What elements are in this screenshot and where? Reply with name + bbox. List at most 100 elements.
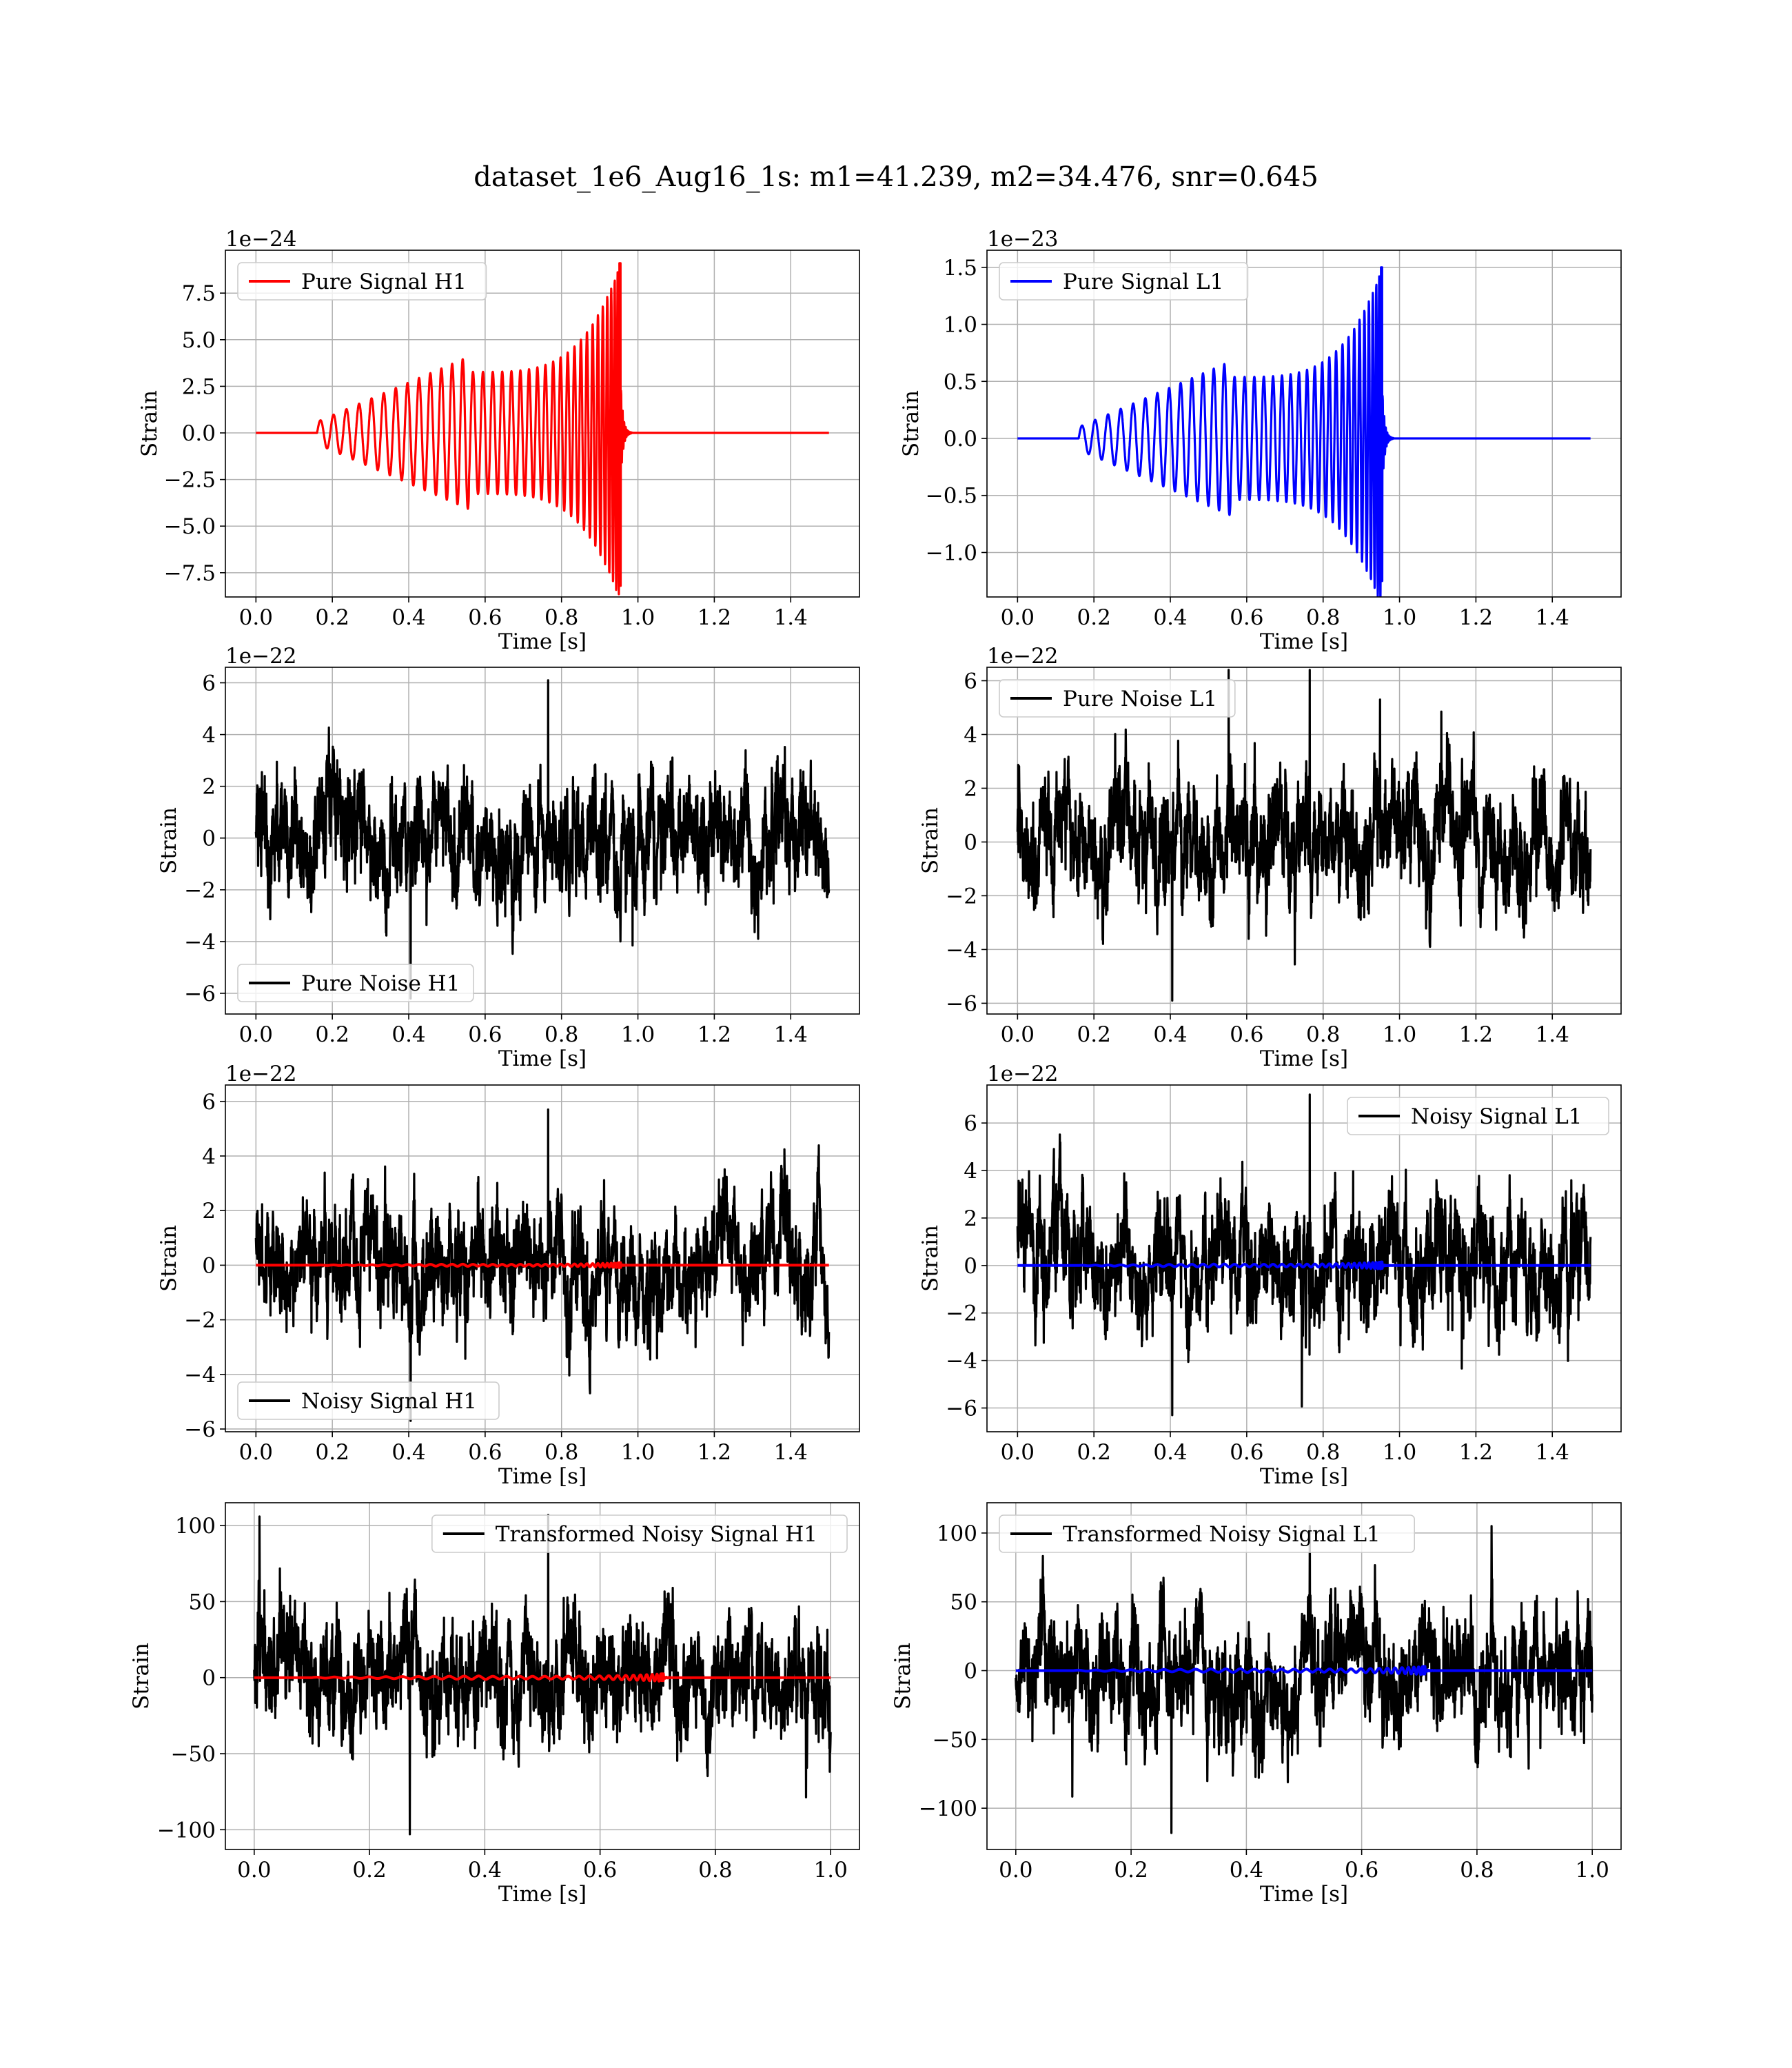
y-tick-label: 100 xyxy=(175,1514,216,1539)
y-tick-label: −1.0 xyxy=(926,540,977,565)
x-tick-label: 0.4 xyxy=(391,605,425,630)
legend-label: Noisy Signal H1 xyxy=(301,1389,477,1414)
y-tick-label: −4 xyxy=(946,937,977,962)
y-tick-label: −2 xyxy=(946,884,977,909)
y-tick-label: 2 xyxy=(964,776,977,801)
offset-text: 1e−22 xyxy=(987,644,1059,669)
x-tick-label: 0.6 xyxy=(1230,1440,1263,1465)
legend-label: Pure Signal H1 xyxy=(301,270,467,294)
series-line-1 xyxy=(253,1672,832,1683)
y-tick-label: 0 xyxy=(964,1254,977,1279)
y-tick-label: 2 xyxy=(202,1199,216,1224)
x-tick-label: 1.2 xyxy=(698,1022,731,1047)
x-axis-label: Time [s] xyxy=(498,1046,587,1071)
y-tick-label: −6 xyxy=(946,991,977,1016)
legend: Transformed Noisy Signal H1 xyxy=(431,1514,848,1553)
y-axis-label: Strain xyxy=(918,807,943,874)
series-line-1 xyxy=(254,1261,831,1269)
y-tick-label: −0.5 xyxy=(926,484,977,509)
y-tick-label: 2 xyxy=(964,1206,977,1231)
series-line-0 xyxy=(1017,266,1591,597)
y-tick-label: 50 xyxy=(189,1590,216,1614)
offset-text: 1e−22 xyxy=(987,1062,1059,1086)
series-line-0 xyxy=(254,1108,831,1422)
x-tick-label: 1.2 xyxy=(698,605,731,630)
legend: Pure Noise H1 xyxy=(237,964,474,1002)
x-tick-label: 0.0 xyxy=(1001,1022,1035,1047)
chart-panel-2: 0.0 0.2 0.4 0.6 0.8 1.0 1.2 1.4 −1.0 −0.5 0.0 0.5 1.… xyxy=(899,227,1622,654)
y-tick-label: −2 xyxy=(184,1308,216,1333)
x-tick-label: 0.8 xyxy=(1460,1858,1494,1883)
x-tick-label: 0.8 xyxy=(544,605,578,630)
y-tick-label: 0 xyxy=(964,830,977,855)
plot-frame xyxy=(986,1502,1622,1850)
x-tick-label: 0.6 xyxy=(1230,1022,1263,1047)
x-tick-label: 0.4 xyxy=(1230,1858,1263,1883)
x-tick-label: 1.2 xyxy=(1459,1440,1493,1465)
chart-panel-5: 0.0 0.2 0.4 0.6 0.8 1.0 1.2 1.4 −6 −4 −2 0 2 4 6 Time [… xyxy=(156,1062,860,1489)
legend-label: Transformed Noisy Signal L1 xyxy=(1063,1522,1381,1547)
plot-frame xyxy=(225,1502,860,1850)
plot-frame xyxy=(986,667,1622,1015)
x-tick-label: 0.8 xyxy=(698,1858,732,1883)
y-tick-label: 1.5 xyxy=(944,256,977,281)
series-line-0 xyxy=(254,679,831,1000)
plot-frame xyxy=(986,250,1622,598)
y-tick-label: −50 xyxy=(933,1727,977,1752)
series-line-1 xyxy=(1016,1260,1592,1270)
x-tick-label: 0.4 xyxy=(1153,1440,1187,1465)
y-tick-label: 2 xyxy=(202,775,216,800)
y-tick-label: 4 xyxy=(964,1159,977,1184)
figure-title: dataset_1e6_Aug16_1s: m1=41.239, m2=34.4… xyxy=(474,161,1318,193)
legend: Pure Signal H1 xyxy=(237,262,487,301)
x-tick-label: 1.4 xyxy=(1536,605,1569,630)
y-tick-label: 0.5 xyxy=(944,369,977,394)
x-tick-label: 0.8 xyxy=(1306,1022,1340,1047)
y-tick-label: 100 xyxy=(937,1521,977,1546)
legend-frame xyxy=(237,964,474,1002)
x-axis-label: Time [s] xyxy=(1260,1046,1348,1071)
x-tick-label: 0.0 xyxy=(239,605,273,630)
x-tick-label: 0.4 xyxy=(391,1440,425,1465)
y-tick-label: 6 xyxy=(202,671,216,696)
x-tick-label: 0.6 xyxy=(583,1858,617,1883)
legend-frame xyxy=(1347,1097,1609,1135)
x-tick-label: 1.4 xyxy=(1536,1022,1569,1047)
y-tick-label: 6 xyxy=(964,1111,977,1136)
plot-frame xyxy=(225,667,860,1015)
y-axis-label: Strain xyxy=(129,1643,154,1710)
x-tick-label: 0.0 xyxy=(999,1858,1032,1883)
offset-text: 1e−23 xyxy=(987,227,1059,252)
y-tick-label: 4 xyxy=(202,723,216,748)
x-axis-label: Time [s] xyxy=(498,629,587,654)
y-axis-label: Strain xyxy=(899,390,924,457)
y-tick-label: −4 xyxy=(946,1349,977,1374)
x-tick-label: 0.2 xyxy=(1114,1858,1148,1883)
legend-frame xyxy=(237,262,487,301)
x-tick-label: 0.4 xyxy=(468,1858,502,1883)
x-tick-label: 0.2 xyxy=(352,1858,386,1883)
x-tick-label: 0.8 xyxy=(544,1440,578,1465)
x-tick-label: 0.2 xyxy=(316,605,349,630)
chart-panel-8: 0.0 0.2 0.4 0.6 0.8 1.0 −100 −50 0 50 100 Time [s] S… xyxy=(890,1502,1622,1907)
x-tick-label: 1.2 xyxy=(1459,1022,1493,1047)
x-axis-label: Time [s] xyxy=(1260,629,1348,654)
legend-frame xyxy=(999,679,1236,718)
legend-frame xyxy=(999,262,1249,301)
chart-panel-6: 0.0 0.2 0.4 0.6 0.8 1.0 1.2 1.4 −6 −4 −2 0 2 4 6 Time [… xyxy=(918,1062,1622,1489)
chart-panel-1: 0.0 0.2 0.4 0.6 0.8 1.0 1.2 1.4 −7.5 −5.0 −2.5 0.0 2… xyxy=(137,227,860,654)
legend-label: Pure Signal L1 xyxy=(1063,270,1223,294)
legend-label: Transformed Noisy Signal H1 xyxy=(496,1522,817,1547)
y-tick-label: 0 xyxy=(202,1666,216,1691)
x-tick-label: 0.6 xyxy=(1345,1858,1378,1883)
chart-panel-3: 0.0 0.2 0.4 0.6 0.8 1.0 1.2 1.4 −6 −4 −2 0 2 4 6 Time [… xyxy=(156,644,860,1071)
x-tick-label: 1.0 xyxy=(621,1440,655,1465)
legend-label: Pure Noise L1 xyxy=(1063,687,1217,711)
y-axis-label: Strain xyxy=(156,1225,181,1292)
x-tick-label: 0.8 xyxy=(1306,1440,1340,1465)
series-line-1 xyxy=(1015,1665,1594,1676)
x-tick-label: 0.0 xyxy=(1001,1440,1035,1465)
y-tick-label: 0 xyxy=(964,1659,977,1684)
y-tick-label: 6 xyxy=(202,1090,216,1115)
